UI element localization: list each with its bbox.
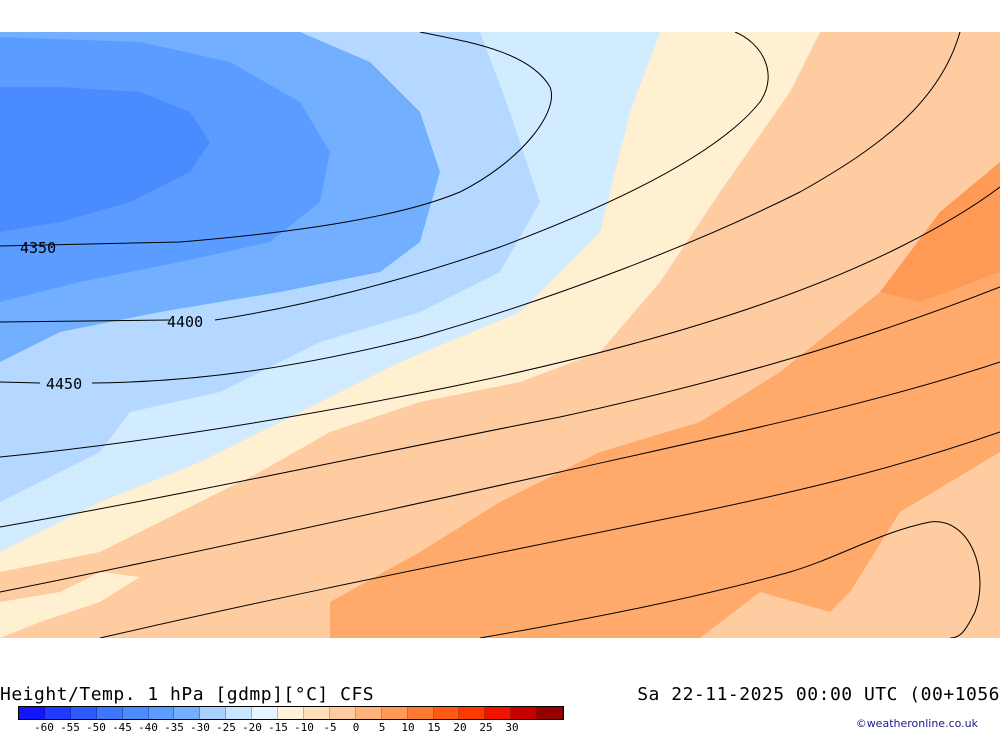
temp-band-deep-orange <box>880 162 1000 302</box>
temp-band-orange <box>330 222 1000 638</box>
height-contours <box>0 31 1000 639</box>
legend-tick-label: 15 <box>427 721 441 734</box>
legend-tick-label: 20 <box>453 721 467 734</box>
credit-link[interactable]: ©weatheronline.co.uk <box>855 717 978 730</box>
legend-tick-label: -20 <box>242 721 262 734</box>
temp-band-cream <box>0 32 820 638</box>
legend-tick-label: -45 <box>112 721 132 734</box>
map-title: Height/Temp. 1 hPa [gdmp][°C] CFS <box>0 684 375 705</box>
legend-swatch <box>407 707 434 719</box>
legend-swatch <box>459 707 486 719</box>
legend-swatch <box>226 707 253 719</box>
legend-swatch <box>381 707 408 719</box>
legend-swatch <box>122 707 149 719</box>
legend-swatch <box>252 707 279 719</box>
contour-label-4350: 4350 <box>20 239 56 257</box>
contour-4500 <box>0 186 1000 458</box>
legend-swatch <box>485 707 512 719</box>
legend-tick-label: -60 <box>34 721 54 734</box>
contour-4450 <box>0 31 961 384</box>
legend-tick-label: 5 <box>378 721 386 734</box>
legend-tick-label: -15 <box>268 721 288 734</box>
contour-4650 <box>99 431 1000 639</box>
legend-tick-label: 0 <box>352 721 360 734</box>
contour-4350 <box>0 31 552 247</box>
legend-tick-label: -55 <box>60 721 80 734</box>
map-svg: 4350 4400 4450 <box>0 31 1000 639</box>
legend-swatch <box>148 707 175 719</box>
forecast-datetime: Sa 22-11-2025 00:00 UTC (00+1056 <box>637 684 1000 705</box>
weather-map: 4350 4400 4450 <box>0 31 1000 639</box>
legend-tick-label: -40 <box>138 721 158 734</box>
contour-4700 <box>479 521 981 639</box>
legend-swatch <box>200 707 227 719</box>
legend-swatch <box>174 707 201 719</box>
contour-label-4450: 4450 <box>46 375 82 393</box>
legend-swatch <box>96 707 123 719</box>
legend-tick-label: -35 <box>164 721 184 734</box>
legend-ticks: -60 -55 -50 -45 -40 -35 -30 -25 -20 -15 -10 -5 0 5 10 1… <box>18 721 564 734</box>
contour-4550 <box>0 286 1000 528</box>
legend-swatch <box>433 707 460 719</box>
legend-tick-label: -5 <box>323 721 337 734</box>
legend-tick-label: 10 <box>401 721 415 734</box>
contour-4600 <box>0 361 1000 593</box>
legend-swatch <box>537 707 564 719</box>
legend-tick-label: -10 <box>294 721 314 734</box>
legend-tick-label: 25 <box>479 721 493 734</box>
legend-tick-label: 30 <box>505 721 519 734</box>
legend-swatch <box>44 707 71 719</box>
legend-tick-label: -25 <box>216 721 236 734</box>
color-legend <box>18 706 564 720</box>
contour-label-4400: 4400 <box>167 313 203 331</box>
contour-4400 <box>0 31 769 323</box>
legend-tick-label: -50 <box>86 721 106 734</box>
legend-swatch <box>19 707 45 719</box>
legend-swatch <box>355 707 382 719</box>
legend-swatch <box>329 707 356 719</box>
temp-band-cream-lower <box>0 572 140 638</box>
contour-labels: 4350 4400 4450 <box>20 239 203 393</box>
temp-band-peach-corner <box>950 592 1000 638</box>
legend-swatch <box>511 707 538 719</box>
legend-swatch <box>303 707 330 719</box>
legend-swatch <box>278 707 304 719</box>
temp-band-deep-blue <box>0 87 210 232</box>
legend-tick-label: -30 <box>190 721 210 734</box>
legend-swatch <box>70 707 97 719</box>
